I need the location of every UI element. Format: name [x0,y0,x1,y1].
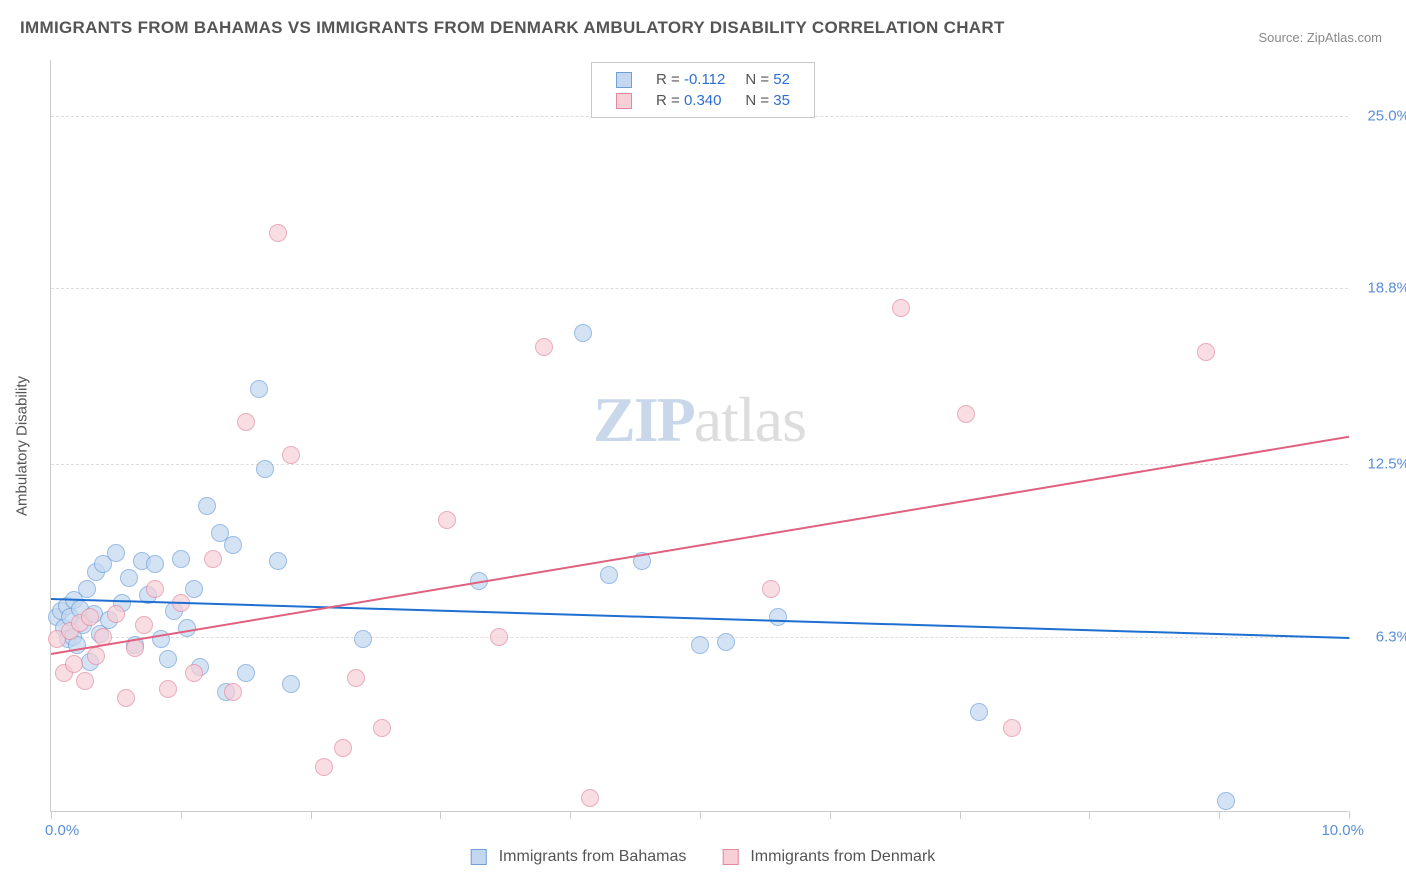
n-label: N = [745,71,769,88]
legend-swatch-bottom-denmark [722,849,738,865]
x-tick [1219,811,1220,819]
data-point-denmark [135,616,153,634]
x-tick [830,811,831,819]
x-tick [440,811,441,819]
data-point-bahamas [691,636,709,654]
scatter-plot-area: ZIPatlas 0.0% 10.0% 25.0%18.8%12.5%6.3% [50,60,1348,812]
y-tick-label: 12.5% [1367,455,1406,472]
watermark-atlas: atlas [694,384,806,455]
data-point-denmark [81,608,99,626]
x-tick [1349,811,1350,819]
data-point-bahamas [185,580,203,598]
data-point-bahamas [146,555,164,573]
data-point-bahamas [769,608,787,626]
data-point-denmark [1003,719,1021,737]
data-point-denmark [146,580,164,598]
trend-line-bahamas [51,598,1349,639]
x-tick [181,811,182,819]
data-point-denmark [237,413,255,431]
x-tick [570,811,571,819]
r-value-denmark: 0.340 [684,92,722,109]
legend-label-bahamas: Immigrants from Bahamas [499,848,687,866]
data-point-bahamas [354,630,372,648]
x-tick [960,811,961,819]
data-point-denmark [438,511,456,529]
data-point-bahamas [574,324,592,342]
legend-swatch-bottom-bahamas [471,849,487,865]
chart-title: IMMIGRANTS FROM BAHAMAS VS IMMIGRANTS FR… [20,18,1005,38]
legend-swatch-bahamas [616,72,632,88]
r-label: R = [656,71,680,88]
x-axis-min-label: 0.0% [45,822,79,839]
data-point-bahamas [269,552,287,570]
data-point-bahamas [717,633,735,651]
series-legend: Immigrants from Bahamas Immigrants from D… [471,848,936,866]
legend-swatch-denmark [616,93,632,109]
data-point-bahamas [198,497,216,515]
data-point-bahamas [970,703,988,721]
n-value-denmark: 35 [773,92,790,109]
data-point-denmark [347,669,365,687]
legend-row-bahamas: R = -0.112 N = 52 [606,69,800,90]
data-point-bahamas [237,664,255,682]
y-axis-title: Ambulatory Disability [14,376,31,516]
data-point-denmark [490,628,508,646]
trend-line-denmark [51,436,1349,655]
x-axis-max-label: 10.0% [1321,822,1364,839]
grid-line [51,464,1348,465]
x-tick [700,811,701,819]
data-point-denmark [892,299,910,317]
data-point-bahamas [1217,792,1235,810]
data-point-denmark [185,664,203,682]
watermark-zip: ZIP [593,384,694,455]
data-point-denmark [315,758,333,776]
watermark-logo: ZIPatlas [593,383,806,457]
correlation-legend: R = -0.112 N = 52 R = 0.340 N = 35 [591,62,815,118]
data-point-bahamas [159,650,177,668]
data-point-denmark [334,739,352,757]
x-tick [51,811,52,819]
data-point-bahamas [250,380,268,398]
n-value-bahamas: 52 [773,71,790,88]
source-label: Source: ZipAtlas.com [1258,30,1382,45]
data-point-bahamas [107,544,125,562]
data-point-denmark [204,550,222,568]
data-point-denmark [117,689,135,707]
data-point-bahamas [78,580,96,598]
data-point-denmark [762,580,780,598]
data-point-denmark [957,405,975,423]
data-point-denmark [282,446,300,464]
x-tick [1089,811,1090,819]
data-point-denmark [87,647,105,665]
y-tick-label: 6.3% [1376,628,1406,645]
legend-item-denmark: Immigrants from Denmark [722,848,935,866]
legend-item-bahamas: Immigrants from Bahamas [471,848,687,866]
data-point-denmark [159,680,177,698]
data-point-bahamas [120,569,138,587]
grid-line [51,288,1348,289]
data-point-denmark [1197,343,1215,361]
data-point-bahamas [256,460,274,478]
data-point-denmark [535,338,553,356]
data-point-denmark [107,605,125,623]
legend-label-denmark: Immigrants from Denmark [750,848,935,866]
r-value-bahamas: -0.112 [684,71,725,88]
data-point-denmark [373,719,391,737]
data-point-bahamas [224,536,242,554]
data-point-bahamas [600,566,618,584]
n-label: N = [745,92,769,109]
r-label: R = [656,92,680,109]
y-tick-label: 18.8% [1367,280,1406,297]
y-tick-label: 25.0% [1367,107,1406,124]
x-tick [311,811,312,819]
data-point-denmark [581,789,599,807]
data-point-bahamas [172,550,190,568]
data-point-denmark [269,224,287,242]
legend-row-denmark: R = 0.340 N = 35 [606,90,800,111]
data-point-denmark [76,672,94,690]
data-point-bahamas [282,675,300,693]
data-point-denmark [224,683,242,701]
data-point-denmark [65,655,83,673]
